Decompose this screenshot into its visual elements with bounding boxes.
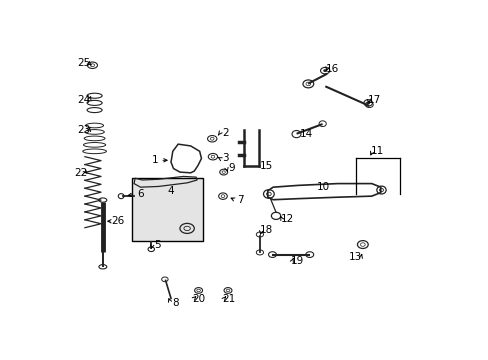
Text: 8: 8	[172, 298, 179, 308]
Text: 25: 25	[77, 58, 90, 68]
Text: 11: 11	[370, 145, 384, 156]
Text: 4: 4	[167, 186, 174, 196]
Text: 17: 17	[367, 95, 380, 105]
Text: 1: 1	[151, 155, 158, 165]
Text: 5: 5	[154, 239, 161, 249]
Text: 7: 7	[237, 195, 244, 205]
Text: 9: 9	[228, 163, 235, 173]
Text: 10: 10	[316, 182, 329, 192]
Text: 13: 13	[348, 252, 362, 262]
Text: 19: 19	[290, 256, 304, 266]
Bar	[131, 178, 203, 241]
Text: 15: 15	[259, 161, 272, 171]
Text: 12: 12	[280, 215, 294, 224]
Text: 16: 16	[325, 64, 338, 74]
Text: 18: 18	[260, 225, 273, 235]
Text: 22: 22	[75, 168, 88, 178]
Text: 14: 14	[299, 129, 312, 139]
Ellipse shape	[366, 102, 369, 104]
Ellipse shape	[323, 69, 326, 72]
Text: 6: 6	[137, 189, 143, 199]
Text: 2: 2	[222, 128, 228, 138]
Text: 26: 26	[111, 216, 124, 226]
Text: 3: 3	[222, 153, 228, 163]
Text: 20: 20	[192, 294, 205, 304]
Text: 23: 23	[77, 125, 90, 135]
Text: 21: 21	[222, 294, 235, 304]
Text: 24: 24	[77, 95, 90, 105]
